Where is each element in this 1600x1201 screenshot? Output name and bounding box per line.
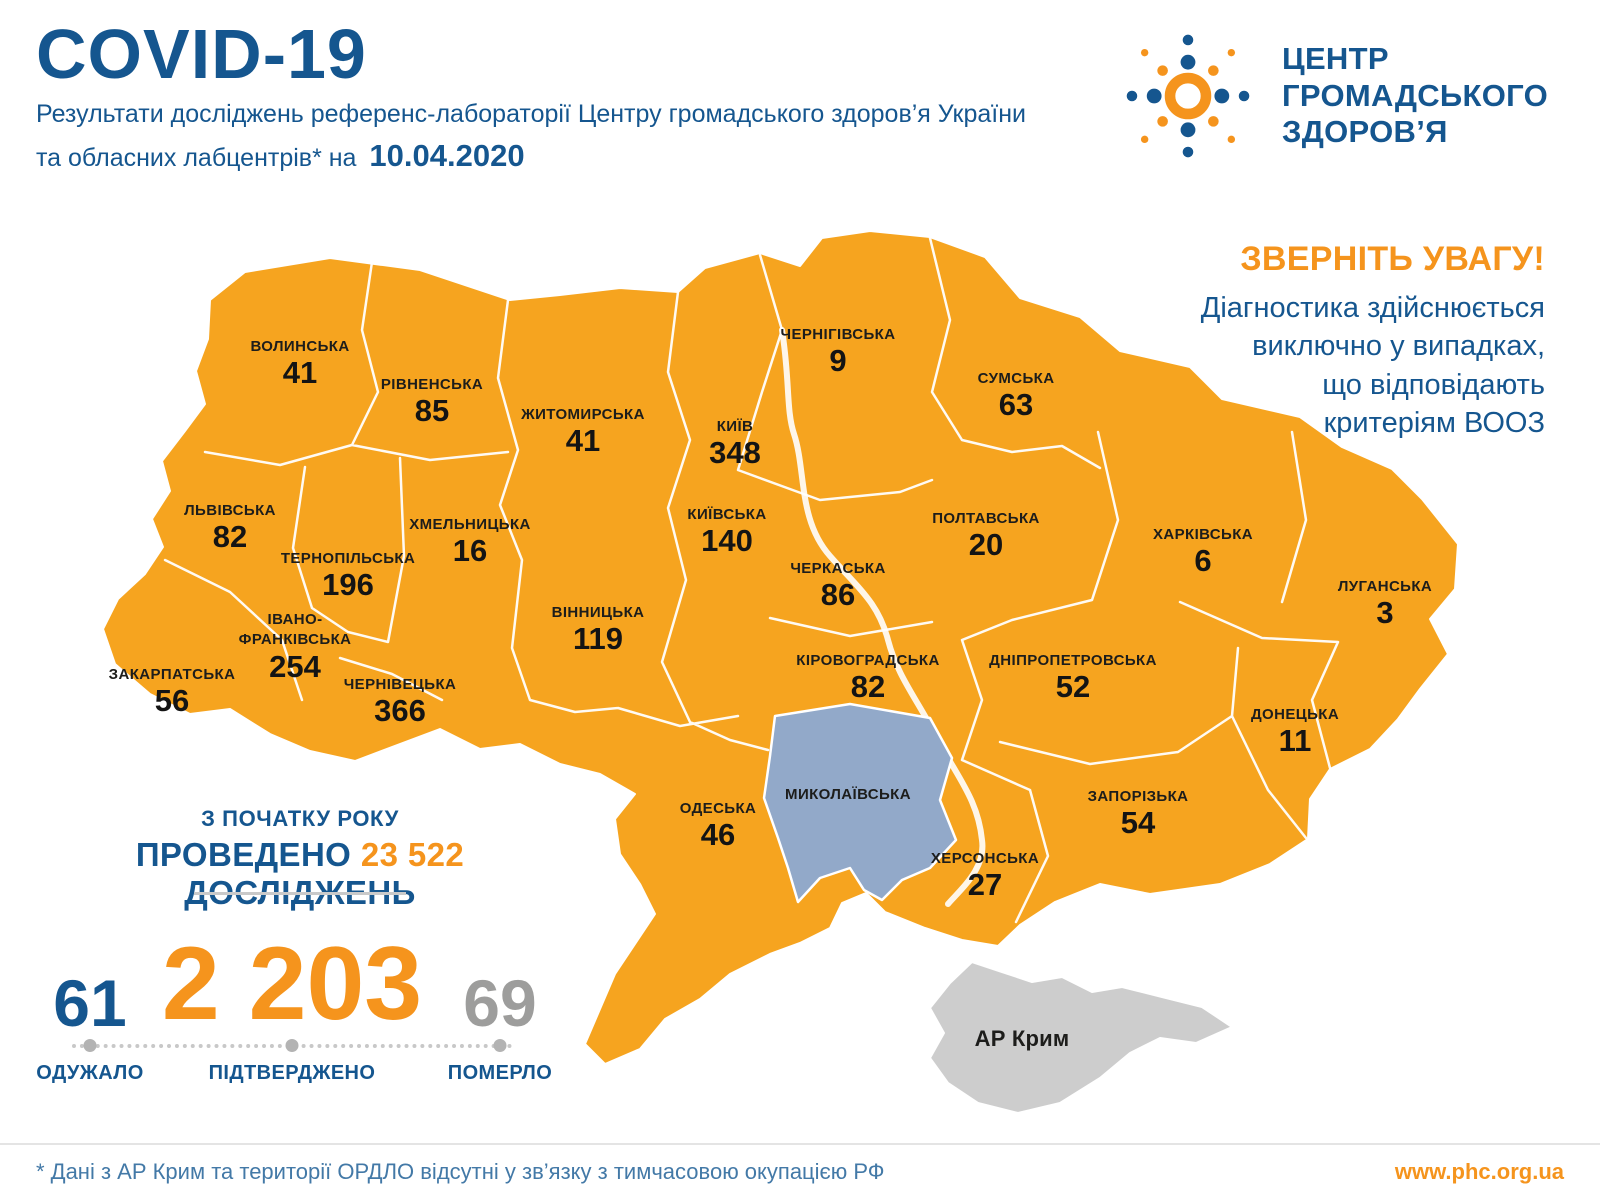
org-name: ЦЕНТР ГРОМАДСЬКОГО ЗДОРОВ’Я: [1282, 41, 1548, 151]
notice-title: ЗВЕРНІТЬ УВАГУ!: [1240, 240, 1545, 278]
report-date: 10.04.2020: [369, 137, 525, 173]
phc-logo-icon: [1126, 34, 1250, 158]
subtitle-line2: та обласних лабцентрів* на 10.04.2020: [36, 137, 1026, 176]
subtitle-line1: Результати досліджень референс-лаборатор…: [36, 99, 1026, 128]
confirmed-label: ПІДТВЕРДЖЕНО: [208, 1062, 376, 1084]
stats-divider: [194, 892, 406, 895]
conducted-prefix: ПРОВЕДЕНО: [135, 836, 352, 873]
conducted-value: 23 522: [360, 836, 465, 873]
footer-divider: [0, 1143, 1600, 1145]
map-region-mykolaivska: [762, 702, 958, 904]
org-name-line3: ЗДОРОВ’Я: [1282, 114, 1448, 150]
recovered-dot: [83, 1039, 97, 1052]
stats-panel: З ПОЧАТКУ РОКУ ПРОВЕДЕНО 23 522 ДОСЛІДЖЕ…: [30, 800, 570, 1100]
confirmed-dot: [285, 1039, 299, 1052]
org-name-line1: ЦЕНТР: [1282, 41, 1389, 77]
confirmed-value: 2 203: [161, 926, 423, 1042]
page-title: COVID-19: [36, 15, 367, 93]
period-label: З ПОЧАТКУ РОКУ: [201, 806, 399, 831]
deaths-value: 69: [463, 966, 537, 1040]
map-internal-borders: [163, 236, 1340, 924]
dnipro-river: [779, 327, 986, 907]
map-region-crimea: [929, 961, 1233, 1114]
footer-note: * Дані з АР Крим та території ОРДЛО відс…: [36, 1159, 885, 1184]
header: COVID-19 Результати досліджень референс-…: [36, 15, 1026, 176]
phc-logo: ЦЕНТР ГРОМАДСЬКОГО ЗДОРОВ’Я: [1114, 22, 1548, 170]
notice-body: Діагностика здійснюється виключно у випа…: [1200, 292, 1545, 439]
conducted-line: ПРОВЕДЕНО 23 522 ДОСЛІДЖЕНЬ: [30, 836, 570, 912]
subtitle-line2-prefix: та обласних лабцентрів* на: [36, 143, 357, 172]
recovered-value: 61: [53, 966, 127, 1040]
footer-website-link[interactable]: www.phc.org.ua: [1394, 1159, 1564, 1184]
deaths-dot: [493, 1039, 507, 1052]
map-outline: [102, 230, 1459, 1065]
deaths-label: ПОМЕРЛО: [447, 1062, 553, 1084]
recovered-label: ОДУЖАЛО: [36, 1062, 144, 1084]
org-name-line2: ГРОМАДСЬКОГО: [1282, 77, 1548, 113]
notice: ЗВЕРНІТЬ УВАГУ! Діагностика здійснюється…: [1075, 240, 1545, 442]
